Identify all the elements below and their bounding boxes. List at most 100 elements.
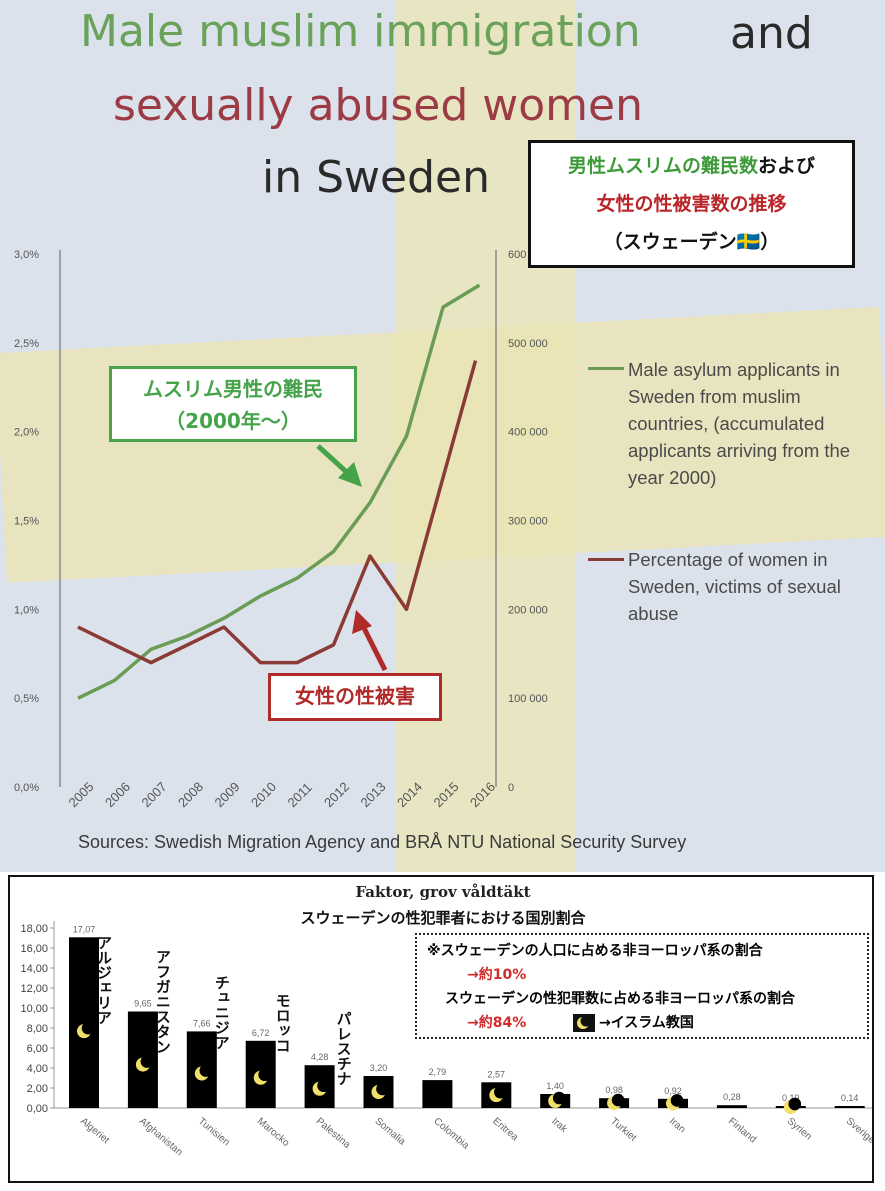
bar-finland: [716, 1105, 747, 1108]
bar-category-label: Finland: [726, 1116, 758, 1146]
left-axis-tick-label: 3,0%: [14, 249, 39, 261]
bar-colombia: [422, 1080, 453, 1108]
green-series-line: [77, 283, 481, 700]
callout-sexual-abuse: 女性の性被害: [268, 673, 442, 721]
right-axis-tick-label: 500 000: [508, 338, 548, 350]
bar-category-label: Sverige: [844, 1116, 874, 1147]
right-axis-tick-label: 200 000: [508, 604, 548, 616]
bar-chart-title: Faktor, grov våldtäkt: [355, 883, 531, 901]
bar-value-label: 7,66: [193, 1018, 211, 1028]
bar-chart-subtitle: スウェーデンの性犯罪者における国別割合: [300, 909, 586, 927]
right-axis-tick-label: 100 000: [508, 693, 548, 705]
callout-muslim-refugees: ムスリム男性の難民 （2000年〜）: [109, 366, 357, 442]
crescent-moon-mask: [317, 1079, 330, 1093]
islamic-country-legend: →イスラム教国: [573, 1011, 694, 1035]
red-callout-arrowhead: [352, 610, 372, 634]
crescent-moon-mask: [376, 1082, 389, 1096]
left-axis-tick-label: 0,0%: [14, 782, 39, 794]
japanese-title-box: 男性ムスリムの難民数および 女性の性被害数の推移 （スウェーデン🇸🇪）: [528, 140, 855, 268]
bar-value-label: 0,14: [841, 1093, 859, 1103]
jp-country-label: チュニジア: [213, 975, 231, 1050]
bar-y-tick-label: 16,00: [20, 943, 48, 955]
bar-value-label: 0,98: [605, 1085, 623, 1095]
bar-y-tick-label: 18,00: [20, 923, 48, 935]
bar-value-label: 9,65: [134, 999, 152, 1009]
bar-value-label: 4,28: [311, 1052, 329, 1062]
crescent-moon-mask: [199, 1064, 213, 1077]
bar-category-label: Eritrea: [490, 1116, 520, 1144]
bar-y-tick-label: 8,00: [27, 1023, 48, 1035]
bar-value-label: 2,57: [488, 1069, 506, 1079]
note-line-4: →約84%: [467, 1015, 527, 1031]
bar-value-label: 0,92: [664, 1086, 682, 1096]
legend-green-swatch: [588, 367, 624, 370]
right-axis-tick-label: 0: [508, 782, 514, 794]
bar-category-label: Tunisien: [196, 1116, 232, 1148]
bar-category-label: Colombia: [431, 1116, 471, 1152]
right-axis-tick-label: 300 000: [508, 516, 548, 528]
bar-y-tick-label: 10,00: [20, 1003, 48, 1015]
crescent-moon-icon: [573, 1014, 595, 1032]
bar-category-label: Syrien: [785, 1116, 814, 1143]
crescent-moon-mask: [81, 1021, 95, 1035]
jp-country-label: モロッコ: [274, 993, 292, 1053]
bar-algeriet: [69, 937, 99, 1108]
chart-title-line-3: in Sweden: [262, 152, 490, 203]
crescent-moon-mask: [140, 1055, 154, 1068]
bar-category-label: Algeriet: [78, 1116, 111, 1146]
bar-value-label: 3,20: [370, 1063, 388, 1073]
crescent-moon-mask: [258, 1068, 271, 1082]
bar-value-label: 17,07: [73, 924, 96, 934]
jp-title-green: 男性ムスリムの難民数: [567, 155, 758, 177]
bar-value-label: 0,19: [782, 1093, 800, 1103]
bar-category-label: Palestina: [314, 1116, 353, 1151]
jp-country-label: アフガニスタン: [154, 949, 172, 1054]
bar-category-label: Turkiet: [608, 1116, 638, 1144]
jp-country-label: パレスチナ: [335, 1011, 353, 1086]
bar-value-label: 6,72: [252, 1028, 270, 1038]
jp-country-label: アルジェリア: [95, 935, 113, 1025]
top-chart-panel: 0,0% 0,5% 1,0% 1,5% 2,0% 2,5% 3,0% 0 100 000 200 …: [0, 0, 885, 872]
bar-value-label: 2,79: [429, 1067, 447, 1077]
note-line-1: ※スウェーデンの人口に占める非ヨーロッパ系の割合: [427, 943, 763, 959]
bar-value-label: 1,40: [546, 1081, 564, 1091]
left-axis-tick-label: 2,0%: [14, 427, 39, 439]
jp-title-red: 女性の性被害数の推移: [596, 193, 787, 215]
crescent-moon-mask: [494, 1085, 507, 1099]
right-axis-tick-label: 400 000: [508, 427, 548, 439]
bar-y-tick-label: 0,00: [27, 1103, 48, 1115]
bar-chart-svg: 0,00 2,00 4,00 6,00 8,00 10,00 12,00 14,00 16,00…: [20, 921, 874, 1158]
bar-category-label: Marocko: [255, 1116, 292, 1149]
bar-y-tick-label: 12,00: [20, 983, 48, 995]
legend-red-swatch: [588, 558, 624, 561]
bar-y-tick-label: 4,00: [27, 1063, 48, 1075]
bar-sverige: [834, 1106, 865, 1108]
left-axis-tick-label: 2,5%: [14, 338, 39, 350]
crescent-moon-mask: [788, 1097, 802, 1111]
bar-category-label: Somalia: [373, 1116, 408, 1148]
crescent-moon-mask: [552, 1091, 566, 1105]
left-axis-tick-label: 1,0%: [14, 604, 39, 616]
non-european-note-box: ※スウェーデンの人口に占める非ヨーロッパ系の割合 →約10% スウェーデンの性犯…: [415, 933, 869, 1039]
chart-title-and: and: [730, 8, 813, 59]
bar-y-tick-label: 6,00: [27, 1043, 48, 1055]
sources-note: Sources: Swedish Migration Agency and BR…: [78, 832, 687, 852]
note-line-3: スウェーデンの性犯罪数に占める非ヨーロッパ系の割合: [445, 991, 795, 1007]
bar-y-tick-label: 2,00: [27, 1083, 48, 1095]
bar-value-label: 0,28: [723, 1092, 741, 1102]
crescent-moon-mask: [611, 1093, 625, 1107]
bar-category-label: Afghanistan: [137, 1116, 185, 1158]
callout-green-line-2: （2000年〜）: [165, 409, 301, 433]
bar-category-label: Irak: [549, 1116, 570, 1136]
jp-title-country: （スウェーデン🇸🇪）: [603, 231, 780, 253]
bottom-bar-chart-panel: 0,00 2,00 4,00 6,00 8,00 10,00 12,00 14,00 16,00…: [8, 875, 874, 1183]
chart-title-line-1: Male muslim immigration: [80, 6, 641, 57]
callout-green-line-1: ムスリム男性の難民: [143, 377, 323, 401]
legend-red-label: Percentage of women in Sweden, victims o…: [628, 549, 841, 624]
red-callout-arrow: [359, 622, 388, 672]
red-series-line: [77, 360, 478, 665]
chart-title-line-2: sexually abused women: [113, 80, 643, 131]
bar-y-tick-label: 14,00: [20, 963, 48, 975]
left-axis-tick-label: 1,5%: [14, 516, 39, 528]
note-line-2: →約10%: [467, 967, 527, 983]
